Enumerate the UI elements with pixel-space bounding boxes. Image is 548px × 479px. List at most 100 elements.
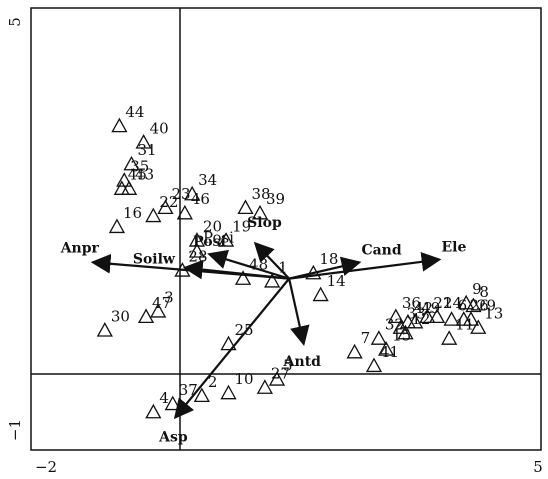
site-point-marker	[443, 311, 460, 326]
site-point-label: 44	[125, 103, 144, 121]
site-point-label: 15	[392, 326, 411, 344]
site-point-marker	[220, 384, 237, 400]
site-point-label: 42	[414, 299, 433, 317]
site-point-marker	[378, 341, 395, 356]
site-point-marker	[234, 270, 252, 285]
environmental-vectors: Anpr Soilw Posi Slop Cand Ele Antd Asp	[60, 215, 467, 445]
site-point-marker	[188, 243, 206, 258]
vector-label-antd: Antd	[283, 354, 322, 370]
site-point-label: 37	[179, 381, 198, 399]
site-point-label: 28	[188, 247, 207, 265]
vector-label-soilw: Soilw	[133, 252, 176, 268]
site-point-label: 38	[251, 185, 270, 203]
site-point-marker	[441, 330, 458, 345]
site-point-label: 4	[159, 389, 169, 407]
site-point-marker	[157, 199, 174, 215]
site-point-label: 30	[111, 307, 130, 325]
site-point-marker	[176, 204, 193, 220]
site-point-marker	[407, 313, 424, 329]
site-point-label: 29	[477, 297, 496, 315]
site-point-marker	[305, 264, 322, 280]
site-point-marker	[365, 357, 383, 373]
site-point-label: 1	[278, 258, 288, 276]
site-point-label: 9	[472, 280, 482, 298]
site-point-marker	[370, 330, 387, 345]
x-tick-label-left: −2	[35, 458, 57, 476]
vector-arrow-soilw	[182, 259, 290, 280]
vector-arrow-slop	[253, 241, 290, 280]
site-point-label: 24	[443, 294, 462, 312]
site-point-label: 18	[319, 250, 338, 268]
site-point-label: 19	[232, 217, 251, 235]
site-point-marker	[220, 335, 237, 351]
site-point-label: 48	[249, 256, 268, 274]
site-point-marker	[392, 319, 409, 334]
site-point-marker	[123, 155, 140, 171]
y-tick-label-bottom: −1	[6, 419, 24, 441]
site-point-label: 27	[271, 365, 290, 383]
site-point-marker	[217, 232, 235, 247]
vector-arrow-ele	[288, 251, 442, 280]
site-point-label: 10	[235, 370, 254, 388]
site-point-marker	[108, 218, 126, 234]
site-point-label: 16	[123, 204, 142, 222]
site-point-label: 23	[171, 185, 190, 203]
site-point-label: 45	[128, 166, 147, 184]
site-point-label: 34	[198, 171, 217, 189]
site-point-label: 13	[484, 305, 503, 323]
site-point-marker	[465, 297, 482, 313]
site-point-label: Posi	[203, 228, 234, 246]
site-point-marker	[419, 308, 436, 324]
site-point-marker	[137, 308, 155, 324]
site-point-label: 8	[479, 283, 489, 301]
site-point-marker	[135, 134, 152, 149]
site-point-label: 7	[361, 329, 371, 347]
site-point-marker	[145, 207, 162, 223]
site-point-label: 35	[130, 158, 149, 176]
site-point-label: 20	[203, 217, 222, 235]
vector-label-slop: Slop	[247, 215, 282, 231]
x-tick-label-right: 5	[533, 458, 543, 476]
site-point-marker	[346, 343, 363, 359]
site-point-marker	[120, 180, 138, 195]
vector-label-asp: Asp	[158, 430, 188, 446]
site-point-marker	[164, 395, 181, 411]
site-point-label: 36	[402, 294, 421, 312]
site-point-label: 11	[455, 316, 474, 334]
site-point-label: 39	[266, 190, 285, 208]
y-tick-label-top: 5	[6, 17, 24, 27]
site-points	[96, 117, 487, 419]
site-point-label: 41	[380, 343, 399, 361]
site-point-label: 40	[150, 119, 169, 137]
site-point-marker	[237, 199, 254, 215]
site-point-label: 14	[327, 272, 346, 290]
site-point-marker	[268, 371, 286, 386]
site-point-marker	[256, 379, 273, 394]
site-point-marker	[188, 232, 206, 247]
vector-arrow-posi	[207, 249, 290, 280]
site-point-label: 33	[407, 305, 426, 323]
site-point-label: 12	[412, 310, 431, 328]
vector-label-ele: Ele	[441, 240, 466, 256]
site-point-marker	[462, 311, 480, 326]
site-point-label: 32	[385, 316, 404, 334]
site-point-marker	[264, 273, 281, 288]
site-point-label: 21	[433, 294, 452, 312]
site-point-label: 31	[138, 141, 157, 159]
site-point-label: 6	[458, 297, 468, 315]
site-point-marker	[312, 286, 329, 302]
site-point-label: 25	[235, 321, 254, 339]
vector-label-anpr: Anpr	[60, 240, 100, 256]
plot-frame	[30, 7, 542, 451]
site-point-marker	[145, 403, 162, 419]
site-point-label: 3	[164, 288, 174, 306]
vector-arrow-antd	[288, 278, 310, 346]
vector-arrow-asp	[173, 277, 290, 420]
site-point-marker	[113, 180, 130, 195]
site-point-marker	[428, 308, 446, 324]
site-point-label: 22	[159, 193, 178, 211]
site-point-label: 26	[470, 297, 489, 315]
site-point-label: 47	[152, 294, 171, 312]
